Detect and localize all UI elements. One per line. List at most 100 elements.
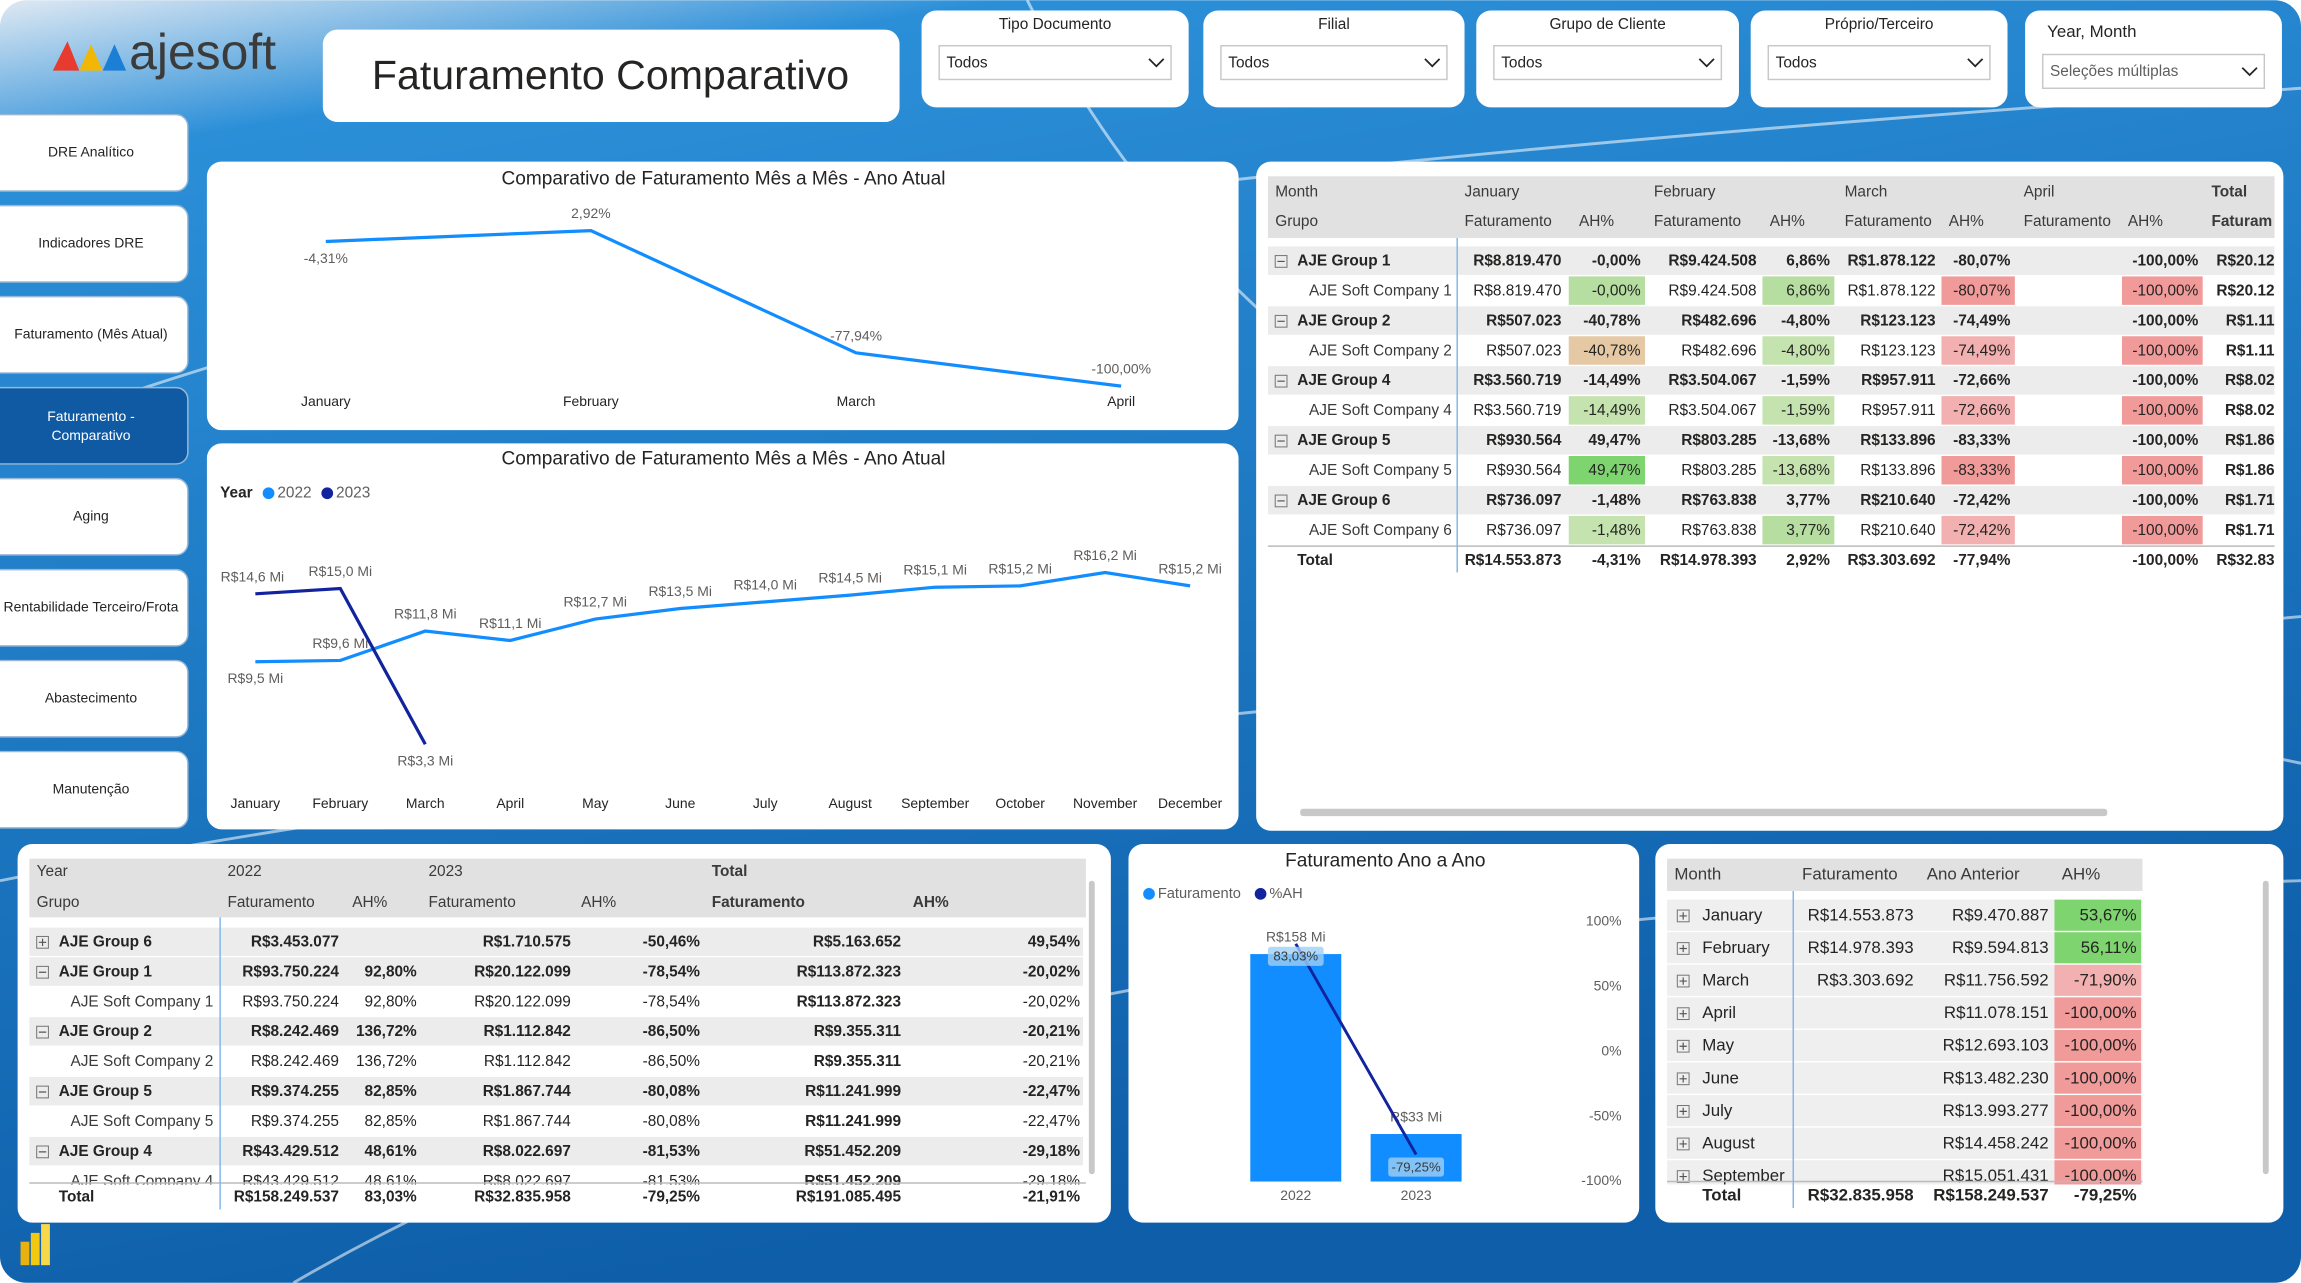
expand-icon[interactable] [1676,1007,1690,1021]
cell: R$123.123 [1860,312,1935,329]
nav-button[interactable]: Abastecimento [0,659,189,738]
filter[interactable]: Próprio/Terceiro Todos [1750,10,2008,108]
data-label: R$14,0 Mi [733,576,797,592]
nav-button-bg[interactable] [0,568,189,647]
dropdown[interactable] [1220,44,1448,81]
h-scrollbar[interactable] [1300,808,2108,817]
expand-icon[interactable] [36,1085,49,1099]
column-subheader: Faturamento [1845,213,1932,230]
highlight-cell [2054,964,2142,996]
nav-button-bg[interactable] [0,477,189,556]
expand-icon[interactable] [1676,1072,1690,1086]
column-header: Total [2211,184,2247,201]
nav-button[interactable]: Faturamento -Comparativo [0,386,189,465]
highlight-cell [1762,515,1835,545]
expand-icon[interactable] [1274,314,1288,328]
filter[interactable]: Tipo Documento Todos [921,10,1189,108]
filter[interactable]: Filial Todos [1203,10,1465,108]
row-header: AJE Soft Company 1 [70,993,213,1010]
nav-button[interactable]: DRE Analítico [0,113,189,192]
expand-icon[interactable] [1676,1170,1690,1183]
column-header: AH% [2062,864,2100,883]
expand-icon[interactable] [1676,942,1690,955]
highlight-cell [1941,396,2015,425]
filter[interactable]: Grupo de Cliente Todos [1476,10,1739,108]
cell: R$113.872.323 [797,993,901,1010]
row-bg [1267,366,2275,395]
cell: R$8.02 [2225,402,2275,419]
ah-label: -79,25% [1392,1159,1441,1174]
chevron [2241,67,2258,77]
cell: R$3.560.719 [1473,402,1561,419]
row-header: AJE Soft Company 4 [1309,402,1452,419]
expand-icon[interactable] [1676,1137,1690,1151]
v-scrollbar[interactable] [2262,880,2269,1175]
cell: R$3.504.067 [1668,402,1756,419]
nav-button[interactable]: Indicadores DRE [0,204,189,283]
expand-icon[interactable] [1676,974,1690,988]
nav-button-bg[interactable] [0,295,189,374]
dropdown[interactable] [938,44,1172,81]
data-label: R$15,2 Mi [988,560,1052,576]
cell: -72,66% [1953,372,2011,389]
cell: R$1.878.122 [1847,282,1935,299]
table: Month January February March April Total Grupo… [1267,176,2275,573]
cell: -40,78% [1583,342,1641,359]
v-scrollbar[interactable] [1088,880,1095,1175]
cell: -80,08% [643,1113,701,1130]
column-subheader: AH% [1770,213,1805,230]
cell: R$93.750.224 [242,963,339,980]
nav-button-bg[interactable] [0,750,189,829]
cell: R$1.867.744 [483,1113,572,1130]
nav-button[interactable]: Aging [0,477,189,556]
nav-label: Manutenção [53,780,130,796]
x-tick-label: January [231,795,281,811]
expand-icon[interactable] [36,965,49,979]
filter[interactable]: Year, Month Seleções múltiplas [2025,10,2282,108]
column-header: March [1845,184,1888,201]
cell: -100,00% [2132,252,2198,269]
dropdown[interactable] [2041,53,2266,89]
row-header: AJE Group 6 [1297,492,1390,509]
highlight-cell [2121,456,2203,485]
expand-icon[interactable] [1676,909,1690,923]
chart-title: Comparativo de Faturamento Mês a Mês - A… [501,449,945,470]
cell: R$15.051.431 [1943,1166,2049,1185]
expand-icon[interactable] [1676,1039,1690,1053]
expand-icon[interactable] [36,935,49,949]
total-cell: R$32.83 [2216,552,2274,569]
table-row: AJE Group 4 R$43.429.512 48,61% R$8.022.697… [29,1136,1083,1166]
highlight-cell [1762,396,1835,425]
expand-icon[interactable] [36,1025,49,1039]
nav-button-bg[interactable] [0,113,189,192]
expand-icon[interactable] [1676,1105,1690,1118]
dropdown[interactable] [1493,44,1723,81]
nav-button[interactable]: Rentabilidade Terceiro/Frota [0,568,189,647]
row-bg [29,1136,1083,1166]
nav-button-bg[interactable] [0,386,189,465]
nav-button-bg[interactable] [0,659,189,738]
cell: -100,00% [2132,282,2198,299]
highlight-cell [1762,336,1835,365]
expand-icon[interactable] [1274,494,1288,508]
dropdown[interactable] [1767,44,1991,81]
cell: 48,61% [365,1143,418,1160]
nav-button[interactable]: Manutenção [0,750,189,829]
table-row: March R$3.303.692 R$11.756.592 -71,90% [1667,964,2143,996]
cell: R$9.374.255 [251,1113,339,1130]
nav-button-bg[interactable] [0,204,189,283]
expand-icon[interactable] [36,1145,49,1159]
table-row: AJE Group 1 R$8.819.470 -0,00% R$9.424.508 6… [1267,246,2275,275]
nav-button[interactable]: Faturamento (Mês Atual) [0,295,189,374]
highlight-cell [2054,1029,2142,1062]
x-tick-label: 2023 [1401,1187,1432,1203]
expand-icon[interactable] [1274,255,1288,268]
data-label: R$9,5 Mi [227,670,283,686]
cell: R$507.023 [1486,342,1561,359]
expand-icon[interactable] [1274,434,1288,448]
highlight-cell [1568,456,1646,485]
expand-icon[interactable] [1274,374,1288,388]
total-cell: R$158.249.537 [1933,1186,2048,1205]
column-subheader: AH% [352,894,387,911]
cell: -100,00% [2064,1036,2136,1055]
